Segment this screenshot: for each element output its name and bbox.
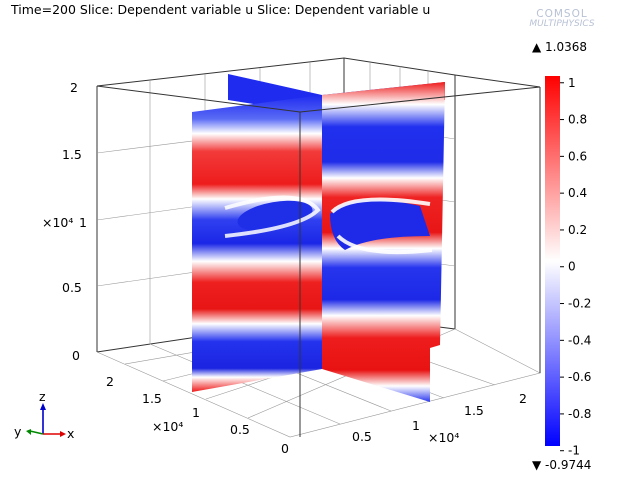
legend-gradient <box>545 76 560 446</box>
triad-x-label: x <box>67 426 74 441</box>
z-tick-1.5: 1.5 <box>62 147 82 162</box>
x-tick-2: 2 <box>519 391 527 406</box>
slice-x-z <box>192 95 322 392</box>
y-tick-1.5: 1.5 <box>142 391 162 406</box>
legend-tick-label: 0.6 <box>568 149 587 163</box>
x-axis: 0.5 1 ×10⁴ 1.5 2 <box>352 391 527 445</box>
slice-y-z <box>322 82 445 402</box>
triad-z-label: z <box>39 389 46 404</box>
logo-line2: MULTIPHYSICS <box>529 19 595 29</box>
plot-title: Time=200 Slice: Dependent variable u Sli… <box>11 2 431 17</box>
legend-tick-label: -0.8 <box>568 407 591 421</box>
z-tick-2: 2 <box>70 80 78 95</box>
z-multiplier: ×10⁴ <box>42 215 73 230</box>
x-tick-1: 1 <box>412 418 420 433</box>
comsol-logo: COMSOL MULTIPHYSICS <box>514 9 610 29</box>
logo-line1: COMSOL <box>536 8 588 20</box>
y-tick-0: 0 <box>281 441 289 456</box>
legend-tick-label: 0.4 <box>568 186 587 200</box>
axis-triad: z y x <box>14 389 74 441</box>
triad-y-label: y <box>14 424 22 439</box>
legend-tick-label: 0 <box>568 260 576 274</box>
z-axis: 2 1.5 ×10⁴ 1 0.5 0 <box>42 80 87 363</box>
y-tick-2: 2 <box>106 374 114 389</box>
legend-min: ▼ -0.9744 <box>532 458 591 472</box>
y-tick-1: 1 <box>192 405 200 420</box>
y-multiplier: ×10⁴ <box>152 419 183 434</box>
y-axis: 2 1.5 ×10⁴ 1 0.5 0 <box>106 374 289 456</box>
z-tick-1: 1 <box>79 215 87 230</box>
legend-tick-label: -0.2 <box>568 297 591 311</box>
legend-ticks: 1 0.8 0.6 0.4 0.2 0 -0.2 -0.4 -0.6 -0.8 -1 <box>560 76 591 458</box>
legend-tick-label: 1 <box>568 76 576 90</box>
color-legend: ▲ 1.0368 1 0.8 0.6 0.4 0.2 0 -0.2 -0.4 -0.6 -0.8 -… <box>532 40 591 472</box>
x-multiplier: ×10⁴ <box>428 430 459 445</box>
legend-tick-label: -1 <box>568 444 580 458</box>
z-tick-0: 0 <box>72 348 80 363</box>
legend-tick-label: 0.8 <box>568 113 587 127</box>
y-tick-0.5: 0.5 <box>230 422 250 437</box>
legend-tick-label: 0.2 <box>568 223 587 237</box>
legend-tick-label: -0.4 <box>568 333 591 347</box>
bounding-box-front <box>96 74 541 437</box>
legend-max: ▲ 1.0368 <box>532 40 587 54</box>
x-tick-0.5: 0.5 <box>352 429 372 444</box>
x-tick-1.5: 1.5 <box>464 403 484 418</box>
z-tick-0.5: 0.5 <box>62 280 82 295</box>
legend-tick-label: -0.6 <box>568 370 591 384</box>
